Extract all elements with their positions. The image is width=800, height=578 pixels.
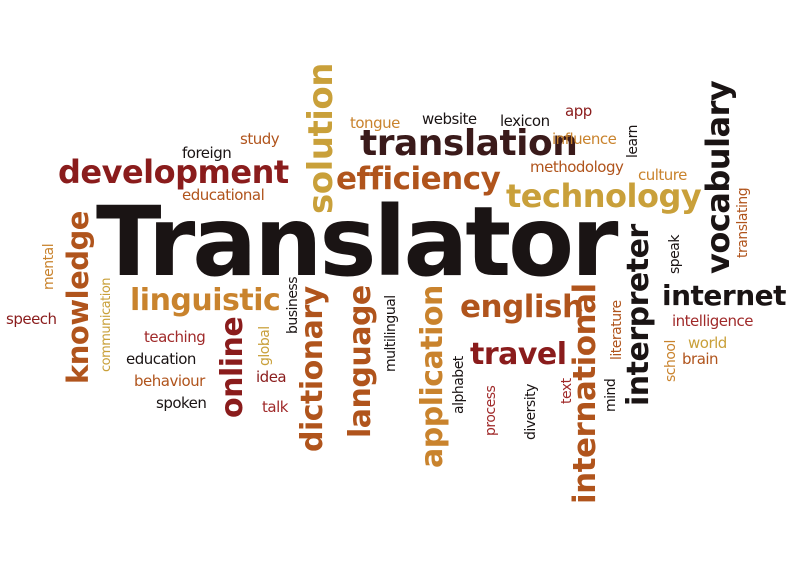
word-literature: literature [609,300,625,360]
word-influence: influence [552,130,617,148]
word-mind: mind [603,378,619,412]
word-global: global [257,326,273,366]
word-linguistic: linguistic [130,283,281,318]
word-multilingual: multilingual [383,295,399,372]
word-study: study [240,130,280,148]
word-school: school [663,340,679,382]
word-teaching: teaching [144,328,206,346]
word-communication: communication [99,277,114,372]
word-vocabulary: vocabulary [699,80,737,274]
word-behaviour: behaviour [134,372,205,390]
word-spoken: spoken [156,394,207,412]
word-language: language [343,285,378,438]
word-talk: talk [262,398,288,416]
word-online: online [215,316,250,418]
word-lexicon: lexicon [500,112,550,130]
word-speak: speak [667,235,683,274]
word-solution: solution [301,63,341,214]
word-intelligence: intelligence [672,312,754,330]
word-mental: mental [41,243,57,290]
word-dictionary: dictionary [295,286,330,452]
word-translator: Translator [96,186,618,298]
word-technology: technology [506,177,702,215]
word-business: business [285,276,301,334]
word-methodology: methodology [530,158,624,176]
word-development: development [58,153,289,191]
word-text: text [559,378,575,404]
word-alphabet: alphabet [451,356,467,414]
word-educational: educational [182,186,265,204]
word-internet: internet [662,279,787,312]
word-culture: culture [638,166,687,184]
word-english: english [460,289,584,325]
word-application: application [415,285,450,468]
word-brain: brain [682,350,719,368]
word-foreign: foreign [182,144,232,162]
word-process: process [483,385,499,436]
word-interpreter: interpreter [621,224,656,406]
word-speech: speech [6,310,57,328]
word-translation: translation [360,123,578,164]
word-world: world [688,334,727,352]
word-travel: travel [470,337,567,372]
word-app: app [565,102,592,120]
word-diversity: diversity [523,384,539,440]
word-idea: idea [256,368,287,386]
word-learn: learn [625,125,641,158]
word-education: education [126,350,196,368]
word-knowledge: knowledge [61,211,95,384]
word-website: website [422,110,477,128]
word-efficiency: efficiency [336,161,501,197]
word-translating: translating [735,187,751,258]
word-tongue: tongue [350,114,400,132]
